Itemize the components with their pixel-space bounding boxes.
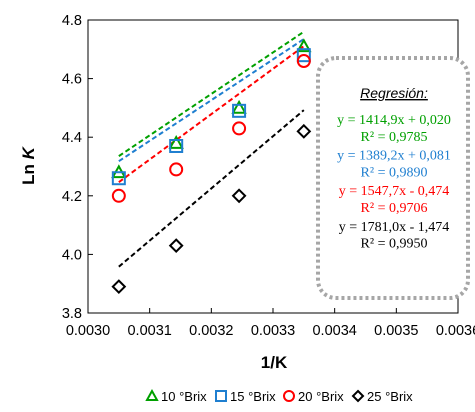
regression-r2: R² = 0,9785 — [361, 130, 428, 145]
data-point — [296, 38, 312, 53]
x-tick-label: 0.0035 — [374, 323, 418, 339]
regression-box: Regresión: y = 1414,9x + 0,020 R² = 0,978… — [316, 56, 470, 300]
legend: 10 °Brix 15 °Brix 20 °Brix 25 °Brix — [145, 388, 413, 404]
data-points — [111, 38, 312, 295]
data-point — [169, 162, 184, 177]
data-point — [169, 138, 184, 153]
legend-marker — [215, 390, 227, 402]
regression-equation: y = 1414,9x + 0,020 — [337, 113, 451, 128]
data-point — [111, 279, 127, 295]
regression-r2: R² = 0,9950 — [361, 237, 428, 252]
data-point — [168, 238, 184, 254]
regression-title: Regresión: — [360, 85, 428, 101]
trend-line — [118, 38, 305, 163]
regression-r2: R² = 0,9890 — [361, 165, 428, 180]
legend-marker — [145, 388, 159, 401]
data-point — [296, 48, 311, 63]
regression-equation: y = 1781,0x - 1,474 — [339, 220, 450, 235]
x-tick-label: 0.0032 — [189, 323, 233, 339]
y-tick-label: 3.8 — [62, 306, 82, 322]
legend-label: 25 °Brix — [367, 389, 413, 404]
trend-lines — [118, 30, 305, 268]
data-point — [231, 99, 247, 114]
data-point — [111, 188, 126, 203]
y-axis-title-prefix: Ln — [19, 159, 38, 185]
data-point — [232, 103, 247, 118]
y-axis-title-variable: K — [19, 145, 38, 159]
y-tick-label: 4.0 — [62, 247, 82, 263]
y-axis-title: Ln K — [19, 145, 38, 185]
regression-equation: y = 1389,2x + 0,081 — [337, 149, 451, 164]
legend-label: 20 °Brix — [298, 389, 344, 404]
data-point — [168, 135, 184, 149]
trend-line — [118, 109, 305, 268]
y-tick-label: 4.8 — [62, 13, 82, 29]
data-point — [232, 121, 247, 136]
x-tick-label: 0.0031 — [127, 323, 171, 339]
regression-equation: y = 1547,7x - 0,474 — [339, 184, 450, 199]
data-point — [111, 171, 126, 186]
regression-equations: y = 1414,9x + 0,020 R² = 0,9785 y = 1389,2… — [337, 113, 451, 252]
data-point — [296, 54, 311, 69]
legend-marker — [351, 389, 365, 403]
x-tick-label: 0.0036 — [436, 323, 475, 339]
trend-line — [118, 45, 305, 183]
x-tick-label: 0.0033 — [251, 323, 295, 339]
x-axis-title: 1/K — [261, 353, 288, 372]
legend-label: 10 °Brix — [161, 389, 207, 404]
regression-r2: R² = 0,9706 — [361, 201, 428, 216]
regression-box-border — [316, 56, 470, 300]
x-tick-label: 0.0034 — [312, 323, 356, 339]
data-point — [296, 123, 312, 139]
y-tick-label: 4.2 — [62, 189, 82, 205]
legend-label: 15 °Brix — [230, 389, 276, 404]
trend-line — [118, 30, 305, 157]
y-tick-label: 4.6 — [62, 72, 82, 88]
y-axis-ticks: 3.8 4.0 4.2 4.4 4.6 4.8 — [62, 13, 93, 322]
x-tick-label: 0.0030 — [66, 323, 110, 339]
y-tick-label: 4.4 — [62, 130, 82, 146]
x-axis-ticks: 0.0030 0.0031 0.0032 0.0033 0.0034 0.0035 0.00… — [66, 308, 475, 339]
data-point — [231, 188, 247, 204]
legend-marker — [283, 390, 295, 402]
